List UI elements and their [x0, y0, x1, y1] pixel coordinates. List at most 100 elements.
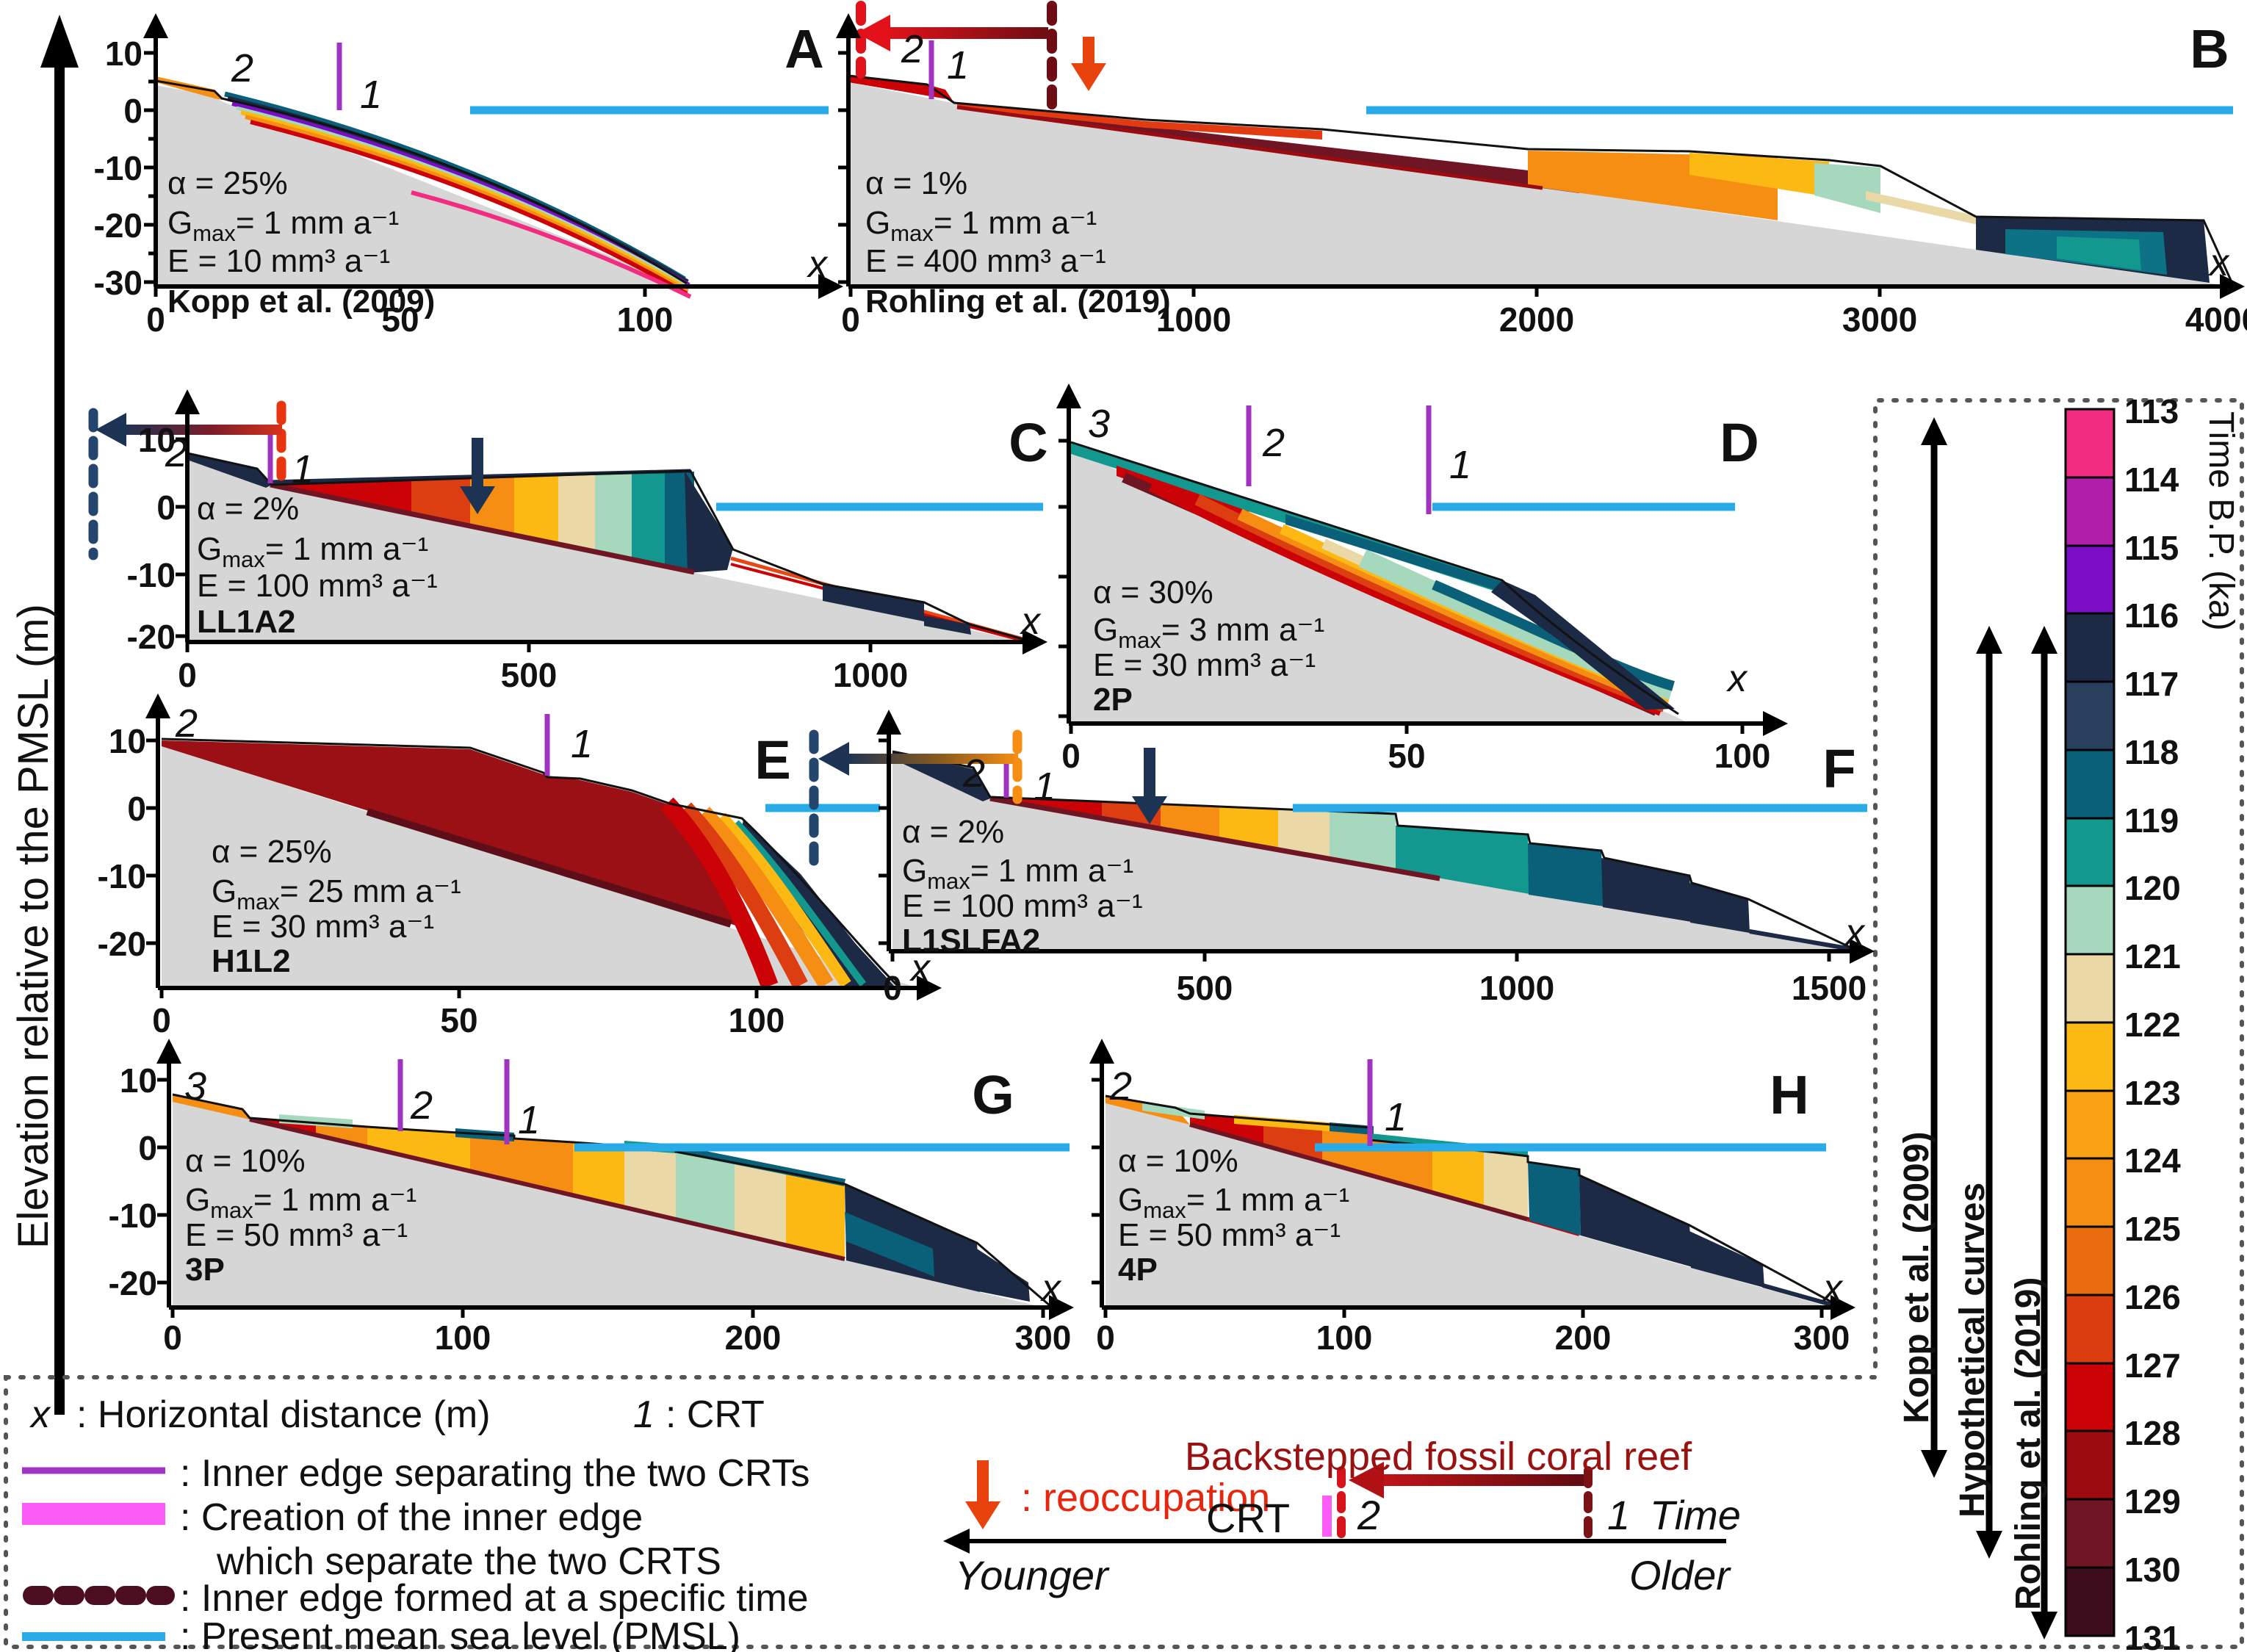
- colorbar-tick: 126: [2124, 1278, 2181, 1316]
- crt-label: 1: [946, 43, 970, 87]
- reoccupation-arrow: [460, 438, 495, 514]
- panel-d: [1056, 383, 1788, 736]
- older-label: Older: [1629, 1552, 1730, 1598]
- legend-formed: : Inner edge formed at a specific time: [180, 1577, 809, 1620]
- panel-e-gmax: Gmax= 25 mm a⁻¹: [212, 873, 461, 915]
- colorbar-tick: 116: [2124, 596, 2179, 635]
- panel-g-alpha: α = 10%: [185, 1143, 306, 1179]
- panel-c-surface-outline: [187, 452, 1029, 642]
- crt-label: 2: [231, 46, 254, 90]
- ytick: -30: [93, 264, 143, 302]
- ytick: -10: [93, 149, 143, 187]
- colorbar-bin: [2064, 544, 2116, 615]
- crt-label: 1: [1033, 765, 1056, 809]
- panel-c-letter: C: [1009, 412, 1048, 473]
- x-symbol: x: [2210, 242, 2229, 284]
- xtick: 50: [381, 300, 419, 339]
- crt2-label: 2: [1357, 1492, 1381, 1538]
- panel-c-alpha: α = 2%: [197, 491, 300, 527]
- crt-label: 1: [570, 722, 594, 766]
- backstep-arrow-head: [818, 742, 849, 776]
- colorbar-tick: 115: [2124, 529, 2179, 567]
- colorbar-tick: 120: [2124, 869, 2181, 907]
- legend-creation-1: : Creation of the inner edge: [180, 1496, 643, 1539]
- panel-f-gmax: Gmax= 1 mm a⁻¹: [902, 853, 1134, 894]
- colorbar-tick: 123: [2124, 1074, 2181, 1112]
- panel-a-alpha: α = 25%: [167, 165, 288, 201]
- ytick: 0: [156, 488, 176, 527]
- ytick: 10: [108, 722, 146, 760]
- reoccupation-arrow: [1132, 748, 1167, 824]
- colorbar-bin: [2064, 1021, 2116, 1092]
- reoccupation-arrow: [1071, 37, 1106, 91]
- colorbar-tick: 124: [2124, 1141, 2181, 1180]
- crt-label-text: CRT: [1206, 1495, 1291, 1541]
- xtick: 200: [724, 1319, 782, 1357]
- crt1-label: 1: [1607, 1492, 1631, 1538]
- colorbar-tick: 131: [2124, 1619, 2181, 1652]
- xtick: 100: [728, 1001, 785, 1039]
- panel-c-bedrock: [187, 459, 1028, 642]
- panel-b: [836, 1, 2245, 299]
- x-symbol: x: [1042, 1267, 1061, 1310]
- elevation-axis-label: Elevation relative to the PMSL (m): [10, 604, 57, 1249]
- crt-label: 1: [359, 73, 383, 117]
- crt-label: 1: [517, 1098, 541, 1142]
- crt-label: 2: [901, 27, 924, 71]
- panel-b-surface-outline: [848, 74, 2235, 286]
- crt-label: 1: [291, 447, 314, 491]
- xtick: 100: [1316, 1319, 1373, 1357]
- crt-label: 2: [175, 701, 198, 746]
- colorbar-tick: 127: [2124, 1346, 2181, 1385]
- panel-e-name: H1L2: [212, 943, 291, 979]
- colorbar-tick: 129: [2124, 1482, 2181, 1521]
- xtick: 100: [1714, 737, 1771, 775]
- panel-f-erosion: E = 100 mm³ a⁻¹: [902, 888, 1143, 924]
- range-label-kopp: Kopp et al. (2009): [1897, 1131, 1936, 1424]
- xtick: 300: [1793, 1319, 1850, 1357]
- panel-a-gmax: Gmax= 1 mm a⁻¹: [167, 205, 400, 246]
- younger-label: Younger: [955, 1552, 1108, 1598]
- legend-swatches: [22, 1467, 175, 1641]
- panel-h-gmax: Gmax= 1 mm a⁻¹: [1118, 1182, 1350, 1223]
- xtick: 0: [1061, 737, 1081, 775]
- xtick: 1000: [1479, 969, 1555, 1007]
- backstep-arrow-shaft: [885, 27, 1048, 39]
- colorbar: [2064, 408, 2116, 1637]
- legend-one-symbol: 1: [633, 1393, 654, 1436]
- panel-b-letter: B: [2190, 18, 2229, 79]
- xtick: 100: [616, 300, 674, 339]
- panel-h: [1089, 1039, 1855, 1320]
- panel-d-erosion: E = 30 mm³ a⁻¹: [1093, 647, 1316, 683]
- colorbar-tick: 122: [2124, 1006, 2181, 1044]
- panel-e-letter: E: [754, 729, 791, 790]
- colorbar-tick: 114: [2124, 461, 2179, 499]
- legend-x-def: : Horizontal distance (m): [76, 1393, 491, 1436]
- legend-border: [4, 398, 2244, 1649]
- colorbar-bin: [2064, 1566, 2116, 1637]
- colorbar-tick: 119: [2124, 801, 2179, 840]
- x-symbol: x: [911, 947, 930, 989]
- crt-label: 2: [962, 751, 986, 796]
- ytick: -10: [97, 857, 146, 895]
- panel-a: [143, 13, 843, 299]
- panel-c-erosion: E = 100 mm³ a⁻¹: [197, 568, 438, 604]
- panel-g-erosion: E = 50 mm³ a⁻¹: [185, 1217, 408, 1253]
- panel-e: [145, 693, 942, 1000]
- ytick: -20: [97, 925, 146, 963]
- xtick: 3000: [1842, 300, 1918, 339]
- panel-a-letter: A: [785, 18, 824, 79]
- xtick: 50: [1388, 737, 1426, 775]
- x-symbol: x: [1021, 600, 1040, 643]
- panel-c: [88, 389, 1047, 654]
- colorbar-bin: [2064, 953, 2116, 1024]
- xtick: 0: [146, 300, 165, 339]
- xtick: 0: [163, 1319, 182, 1357]
- colorbar-tick: 117: [2124, 665, 2179, 703]
- time-diagram: [943, 1460, 1726, 1554]
- colorbar-tick: 130: [2124, 1551, 2181, 1589]
- colorbar-bin: [2064, 680, 2116, 751]
- colorbar-bin: [2064, 1498, 2116, 1569]
- xtick: 200: [1554, 1319, 1612, 1357]
